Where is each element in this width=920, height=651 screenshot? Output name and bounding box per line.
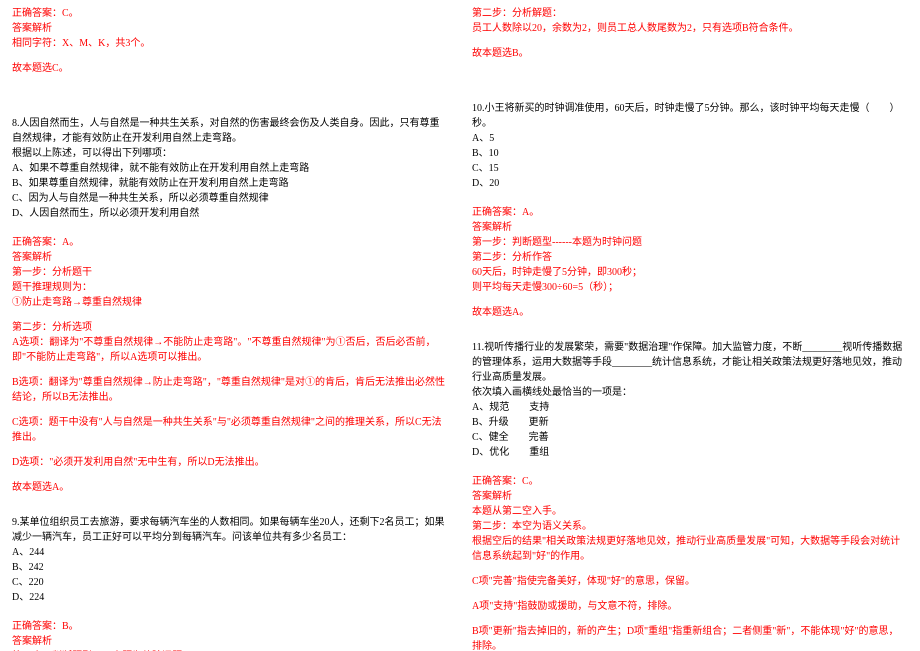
q8-prompt: 根据以上陈述，可以得出下列哪项： <box>12 146 448 161</box>
q11-stem: 11.视听传播行业的发展繁荣，需要"数据治理"作保障。加大监管力度，不断____… <box>472 340 908 385</box>
q11-expC: C项"完善"指使完备美好，体现"好"的意思，保留。 <box>472 574 908 589</box>
q10-exp4: 60天后，时钟走慢了5分钟，即300秒； <box>472 265 908 280</box>
q8-optD: D、人因自然而生，所以必须开发利用自然 <box>12 206 448 221</box>
q8-stem: 8.人因自然而生，人与自然是一种共生关系，对自然的伤害最终会伤及人类自身。因此，… <box>12 116 448 146</box>
ans-c-line1: 正确答案：C。 <box>12 6 448 21</box>
q11-exp3: 第二步：本空为语义关系。 <box>472 519 908 534</box>
q8-exp5: 第二步：分析选项 <box>12 320 448 335</box>
q8-exp3: 题干推理规则为： <box>12 280 448 295</box>
q10-exp5c: （秒）； <box>583 282 618 293</box>
q11-prompt: 依次填入画横线处最恰当的一项是： <box>472 385 908 400</box>
q8-exp4: ①防止走弯路→尊重自然规律 <box>12 295 448 310</box>
q10-exp3: 第二步：分析作答 <box>472 250 908 265</box>
q11-optA: A、规范 支持 <box>472 400 908 415</box>
q8-expEnd: 故本题选A。 <box>12 480 448 495</box>
q9-optC: C、220 <box>12 575 448 590</box>
q8-exp1: 答案解析 <box>12 250 448 265</box>
q8-optB: B、如果尊重自然规律，就能有效防止在开发利用自然上走弯路 <box>12 176 448 191</box>
q10-optC: C、15 <box>472 161 908 176</box>
q9-exp1: 答案解析 <box>12 634 448 649</box>
ans-c-line2: 答案解析 <box>12 21 448 36</box>
q10-expEnd: 故本题选A。 <box>472 305 908 320</box>
q8-expC: C选项：题干中没有"人与自然是一种共生关系"与"必须尊重自然规律"之间的推理关系… <box>12 415 448 445</box>
q9-stem: 9.某单位组织员工去旅游，要求每辆汽车坐的人数相同。如果每辆车坐20人，还剩下2… <box>12 515 448 545</box>
q9cont-line2: 员工人数除以20，余数为2，则员工总人数尾数为2，只有选项B符合条件。 <box>472 21 908 36</box>
q11-exp4: 根据空后的结果"相关政策法规更好落地见效，推动行业高质量发展"可知，大数据等手段… <box>472 534 908 564</box>
q10-ans: 正确答案：A。 <box>472 205 908 220</box>
q10-formula: 300÷60=5 <box>542 280 583 295</box>
q9-optB: B、242 <box>12 560 448 575</box>
q10-exp5: 则平均每天走慢300÷60=5（秒）； <box>472 280 908 295</box>
ans-c-line4: 故本题选C。 <box>12 61 448 76</box>
q11-exp2: 本题从第二空入手。 <box>472 504 908 519</box>
q11-optB: B、升级 更新 <box>472 415 908 430</box>
q10-optA: A、5 <box>472 131 908 146</box>
q11-expA: A项"支持"指鼓励或援助，与文意不符，排除。 <box>472 599 908 614</box>
q11-optD: D、优化 重组 <box>472 445 908 460</box>
q9-ans: 正确答案：B。 <box>12 619 448 634</box>
q8-optC: C、因为人与自然是一种共生关系，所以必须尊重自然规律 <box>12 191 448 206</box>
q11-expBD: B项"更新"指去掉旧的，新的产生；D项"重组"指重新组合；二者侧重"新"，不能体… <box>472 624 908 651</box>
q10-stem: 10.小王将新买的时钟调准使用，60天后，时钟走慢了5分钟。那么，该时钟平均每天… <box>472 101 908 131</box>
q9-optD: D、224 <box>12 590 448 605</box>
q8-expA: A选项：翻译为"不尊重自然规律→不能防止走弯路"。"不尊重自然规律"为①否后，否… <box>12 335 448 365</box>
q10-exp2: 第一步：判断题型------本题为时钟问题 <box>472 235 908 250</box>
q8-exp2: 第一步：分析题干 <box>12 265 448 280</box>
q10-optD: D、20 <box>472 176 908 191</box>
q10-exp1: 答案解析 <box>472 220 908 235</box>
ans-c-line3: 相同字符：X、M、K，共3个。 <box>12 36 448 51</box>
q9-optA: A、244 <box>12 545 448 560</box>
q8-expD: D选项："必须开发利用自然"无中生有，所以D无法推出。 <box>12 455 448 470</box>
q9cont-line1: 第二步：分析解题： <box>472 6 908 21</box>
q9cont-line3: 故本题选B。 <box>472 46 908 61</box>
q8-ans: 正确答案：A。 <box>12 235 448 250</box>
q11-optC: C、健全 完善 <box>472 430 908 445</box>
q10-exp5a: 则平均每天走慢 <box>472 282 542 293</box>
q11-exp1: 答案解析 <box>472 489 908 504</box>
q10-optB: B、10 <box>472 146 908 161</box>
q8-expB: B选项：翻译为"尊重自然规律→防止走弯路"，"尊重自然规律"是对①的肯后，肯后无… <box>12 375 448 405</box>
q11-ans: 正确答案：C。 <box>472 474 908 489</box>
q8-optA: A、如果不尊重自然规律，就不能有效防止在开发利用自然上走弯路 <box>12 161 448 176</box>
